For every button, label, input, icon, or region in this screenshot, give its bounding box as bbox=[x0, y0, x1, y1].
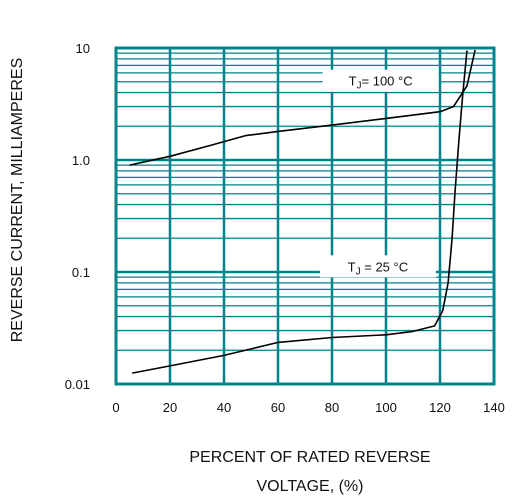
annotation-label-tj-25c: TJ = 25 °C bbox=[319, 255, 436, 278]
x-tick-label: 100 bbox=[375, 400, 397, 415]
x-tick-label: 140 bbox=[483, 400, 505, 415]
annotation-text: TJ = 25 °C bbox=[348, 259, 408, 277]
minor-gridlines bbox=[116, 52, 494, 351]
annotation-background bbox=[322, 69, 439, 92]
x-tick-label: 120 bbox=[429, 400, 451, 415]
annotation-label-tj-100c: TJ= 100 °C bbox=[322, 69, 439, 92]
y-tick-label: 1.0 bbox=[72, 153, 90, 168]
y-tick-label: 10 bbox=[76, 41, 90, 56]
x-axis-title-line1: PERCENT OF RATED REVERSE bbox=[189, 449, 430, 466]
x-tick-label: 0 bbox=[112, 400, 119, 415]
plot-frame bbox=[114, 46, 496, 386]
series-lines bbox=[129, 49, 476, 374]
x-tick-label: 20 bbox=[163, 400, 177, 415]
x-tick-label: 40 bbox=[217, 400, 231, 415]
x-axis-title-line2: VOLTAGE, (%) bbox=[257, 478, 364, 495]
x-tick-label: 60 bbox=[271, 400, 285, 415]
annotation-text: TJ= 100 °C bbox=[349, 74, 413, 92]
major-gridlines bbox=[114, 46, 496, 386]
series-line-tj-100c bbox=[129, 49, 476, 166]
y-tick-label: 0.01 bbox=[65, 377, 90, 392]
tick-labels: 0 20 40 60 80 100 120 140 10 1.0 0.1 0.01 bbox=[65, 41, 505, 415]
y-axis-title: REVERSE CURRENT, MILLIAMPERES bbox=[9, 58, 26, 343]
y-tick-label: 0.1 bbox=[72, 265, 90, 280]
series-line-tj-25c bbox=[132, 50, 468, 374]
annotation-background bbox=[319, 255, 436, 278]
annotations: TJ= 100 °C TJ = 25 °C bbox=[319, 69, 439, 278]
x-tick-label: 80 bbox=[325, 400, 339, 415]
